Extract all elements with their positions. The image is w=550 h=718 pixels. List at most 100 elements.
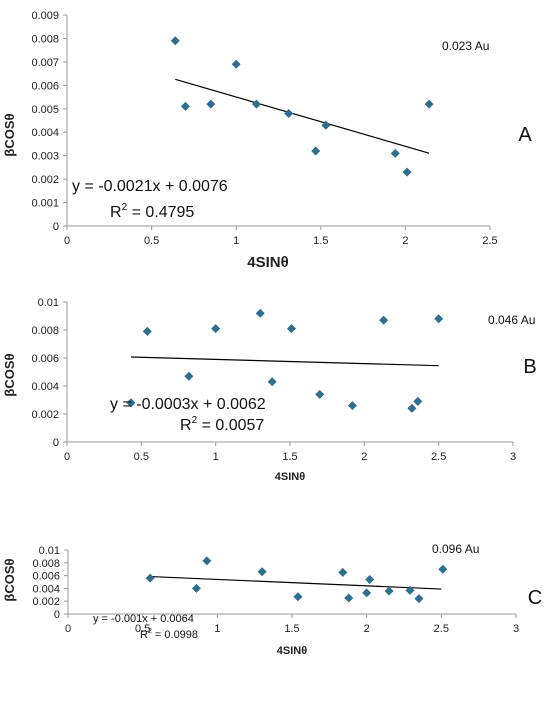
r-squared-symbol: R [140,629,148,641]
x-tick-label: 0.5 [134,451,149,463]
y-tick-label: 0.002 [31,174,59,186]
r-squared-value: = 0.0057 [197,417,264,434]
data-point [434,314,444,324]
trendline [130,356,439,367]
data-point [413,396,423,406]
r-squared-label: R2 = 0.0057 [180,415,264,434]
data-point [267,377,277,387]
data-point [184,371,194,381]
x-axis-title: 4SINθ [277,645,307,657]
panel-letter: A [518,124,532,146]
data-point [438,564,448,574]
data-point [402,167,412,177]
x-tick-label: 0 [65,623,71,635]
data-point [170,36,180,46]
trendline [175,78,430,154]
y-tick-label: 0.007 [31,57,59,69]
y-tick-label: 0.008 [31,325,59,337]
x-tick-label: 1 [214,623,220,635]
sample-label: 0.046 Au [488,313,535,327]
r-squared-superscript: 2 [122,202,128,213]
r-squared-superscript: 2 [148,628,152,635]
y-tick-label: 0.006 [31,80,59,92]
data-point [321,120,331,130]
y-axis-title: βCOSθ [2,353,17,396]
x-tick-label: 2.5 [434,623,449,635]
chart-panel-b: 0 0.002 0.004 0.006 0.008 0.01 0 0.5 1 1.5 2 2.5 3 4S… [2,297,537,483]
x-tick-label: 2.5 [482,235,497,247]
data-point [211,324,221,334]
data-point [344,593,354,603]
x-tick-label: 1 [233,235,239,247]
panel-letter: C [528,587,542,609]
data-point [362,588,372,598]
data-point [142,326,152,336]
data-point [315,389,325,399]
y-tick-label: 0 [53,437,59,449]
data-point [202,556,212,566]
r-squared-symbol: R [110,204,122,221]
y-tick-label: 0.01 [39,545,60,557]
r-squared-symbol: R [180,417,192,434]
chart-panel-a: 0 0.001 0.002 0.003 0.004 0.005 0.006 0.007 0.00… [2,10,532,271]
r-squared-superscript: 2 [192,415,198,426]
data-point [293,592,303,602]
y-tick-label: 0.005 [31,104,59,116]
data-point [231,59,241,69]
y-tick-label: 0.003 [31,151,59,163]
x-tick-label: 2 [361,451,367,463]
y-tick-label: 0.006 [31,353,59,365]
r-squared-value: = 0.0998 [152,629,198,641]
panel-letter: B [523,356,536,378]
x-tick-label: 1.5 [313,235,328,247]
data-point [255,308,265,318]
data-point [284,108,294,118]
data-point [257,567,267,577]
x-tick-label: 0.5 [135,623,150,635]
y-tick-label: 0.002 [31,409,59,421]
data-point [407,403,417,413]
data-point [311,146,321,156]
data-point [286,324,296,334]
y-tick-label: 0.002 [32,596,60,608]
y-tick-label: 0 [53,221,59,233]
x-tick-label: 2 [364,623,370,635]
sample-label: 0.096 Au [432,542,479,556]
data-point [390,148,400,158]
y-tick-label: 0.008 [32,558,60,570]
data-point [191,583,201,593]
x-tick-label: 2.5 [431,451,446,463]
y-tick-label: 0.001 [31,198,59,210]
y-tick-label: 0.004 [32,583,60,595]
y-tick-label: 0.009 [31,10,59,22]
data-point [424,99,434,109]
data-point [405,585,415,595]
x-tick-label: 1 [213,451,219,463]
y-tick-label: 0 [54,609,60,621]
trendline-equation: y = -0.0021x + 0.0076 [72,178,228,195]
r-squared-label: R2 = 0.4795 [110,202,194,221]
data-point [252,99,262,109]
data-point [365,574,375,584]
x-tick-label: 3 [510,451,516,463]
x-tick-label: 1.5 [284,623,299,635]
x-tick-label: 0 [64,235,70,247]
sample-label: 0.023 Au [442,39,489,53]
data-point [384,586,394,596]
data-point [206,99,216,109]
x-axis-title: 4SINθ [275,471,305,483]
data-point [347,401,357,411]
x-tick-label: 3 [513,623,519,635]
x-tick-label: 0 [64,451,70,463]
y-tick-label: 0.01 [38,297,59,309]
y-tick-label: 0.006 [32,571,60,583]
x-tick-label: 2 [402,235,408,247]
r-squared-value: = 0.4795 [127,204,194,221]
y-tick-label: 0.004 [31,127,59,139]
y-tick-label: 0.008 [31,33,59,45]
trendline-equation: y = -0.0003x + 0.0062 [110,396,266,413]
trendline [150,575,442,590]
x-tick-label: 1.5 [282,451,297,463]
